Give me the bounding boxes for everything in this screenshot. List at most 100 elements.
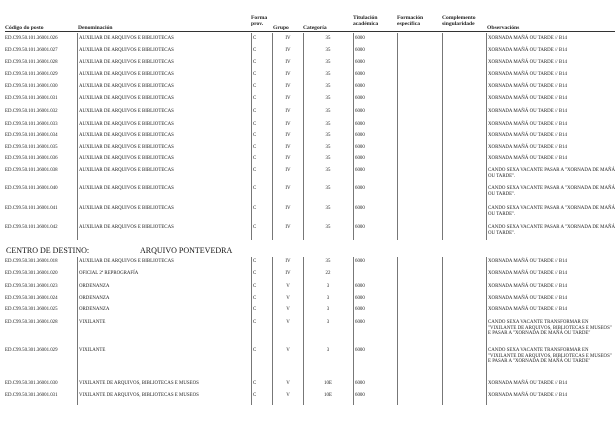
- cell-forma: C: [253, 96, 257, 101]
- cell-titulacion: 6000: [355, 72, 365, 77]
- cell-denomination: AUXILIAR DE ARQUIVOS E BIBLIOTECAS: [79, 156, 174, 161]
- cell-grupo: IV: [285, 84, 291, 89]
- cell-forma: C: [253, 381, 257, 386]
- cell-code: ED.C99.50.101.36001.040: [5, 186, 58, 191]
- cell-observacions: XORNADA MAÑÁ OU TARDE // B14: [488, 84, 567, 89]
- cell-categoria: 10E: [324, 393, 332, 398]
- cell-denomination: AUXILIAR DE ARQUIVOS E BIBLIOTECAS: [79, 206, 174, 211]
- column-divider: [272, 257, 273, 405]
- cell-forma: C: [253, 36, 257, 41]
- cell-titulacion: 6000: [355, 36, 365, 41]
- cell-forma: C: [253, 122, 257, 127]
- cell-categoria: 35: [325, 72, 331, 77]
- header-formacion-line1: Formación: [397, 15, 424, 21]
- cell-observacions: CANDO SEXA VACANTE PASAR A "XORNADA DE M…: [488, 225, 615, 236]
- cell-denomination: VIXILANTE DE ARQUIVOS, BIBLIOTECAS E MUS…: [79, 381, 199, 386]
- cell-denomination: AUXILIAR DE ARQUIVOS E BIBLIOTECAS: [79, 48, 174, 53]
- cell-observacions: XORNADA MAÑÁ OU TARDE // B14: [488, 393, 567, 398]
- header-titulacion-line2: académica: [353, 21, 379, 28]
- cell-observacions: XORNADA MAÑÁ OU TARDE // B14: [488, 60, 567, 65]
- cell-categoria: 35: [325, 122, 331, 127]
- cell-grupo: IV: [285, 168, 291, 173]
- cell-grupo: V: [286, 284, 290, 289]
- cell-grupo: IV: [285, 271, 291, 276]
- cell-grupo: IV: [285, 156, 291, 161]
- cell-observacions: CANDO SEXA VACANTE TRANSFORMAR EN "VIXIL…: [488, 348, 612, 365]
- cell-observacions: XORNADA MAÑÁ OU TARDE // B14: [488, 284, 567, 289]
- cell-forma: C: [253, 84, 257, 89]
- column-divider: [442, 33, 443, 240]
- cell-grupo: V: [286, 381, 290, 386]
- cell-code: ED.C99.50.301.36001.031: [5, 393, 58, 398]
- cell-forma: C: [253, 225, 257, 230]
- cell-forma: C: [253, 271, 257, 276]
- cell-titulacion: 6000: [355, 109, 365, 114]
- cell-code: ED.C99.50.301.36001.020: [5, 271, 58, 276]
- cell-observacions: XORNADA MAÑÁ OU TARDE // B14: [488, 271, 567, 276]
- cell-denomination: OFICIAL 2ª REPROGRAFÍA: [79, 271, 139, 276]
- cell-code: ED.C99.50.101.36001.034: [5, 133, 58, 138]
- cell-denomination: AUXILIAR DE ARQUIVOS E BIBLIOTECAS: [79, 225, 174, 230]
- cell-titulacion: 6000: [355, 381, 365, 386]
- cell-denomination: AUXILIAR DE ARQUIVOS E BIBLIOTECAS: [79, 84, 174, 89]
- cell-forma: C: [253, 72, 257, 77]
- cell-denomination: AUXILIAR DE ARQUIVOS E BIBLIOTECAS: [79, 72, 174, 77]
- cell-categoria: 35: [325, 133, 331, 138]
- header-formacion: Formación específica: [397, 15, 423, 28]
- header-complemento: Complemento singularidade: [442, 15, 476, 28]
- header-forma: Forma prov.: [251, 15, 267, 28]
- cell-titulacion: 6000: [355, 225, 365, 230]
- cell-observacions: XORNADA MAÑÁ OU TARDE // B14: [488, 96, 567, 101]
- cell-observacions: XORNADA MAÑÁ OU TARDE // B14: [488, 48, 567, 53]
- cell-titulacion: 6000: [355, 393, 365, 398]
- cell-grupo: IV: [285, 96, 291, 101]
- header-rule: [5, 31, 615, 32]
- cell-categoria: 3: [326, 320, 330, 325]
- cell-categoria: 35: [325, 84, 331, 89]
- cell-categoria: 35: [325, 96, 331, 101]
- cell-titulacion: 6000: [355, 206, 365, 211]
- cell-categoria: 35: [325, 109, 331, 114]
- cell-code: ED.C99.50.101.36001.033: [5, 122, 58, 127]
- cell-categoria: 35: [325, 60, 331, 65]
- cell-code: ED.C99.50.301.36001.024: [5, 296, 58, 301]
- cell-denomination: AUXILIAR DE ARQUIVOS E BIBLIOTECAS: [79, 259, 174, 264]
- column-divider: [272, 33, 273, 240]
- cell-categoria: 22: [325, 271, 331, 276]
- cell-titulacion: 6000: [355, 48, 365, 53]
- cell-observacions: XORNADA MAÑÁ OU TARDE // B14: [488, 122, 567, 127]
- cell-forma: C: [253, 284, 257, 289]
- header-forma-line1: Forma: [251, 15, 268, 21]
- cell-titulacion: 6000: [355, 133, 365, 138]
- cell-categoria: 3: [326, 348, 330, 353]
- cell-forma: C: [253, 296, 257, 301]
- cell-grupo: IV: [285, 186, 291, 191]
- cell-grupo: IV: [285, 259, 291, 264]
- cell-observacions: XORNADA MAÑÁ OU TARDE // B14: [488, 133, 567, 138]
- column-divider: [397, 33, 398, 240]
- cell-denomination: ORDENANZA: [79, 307, 110, 312]
- cell-titulacion: 6000: [355, 145, 365, 150]
- cell-forma: C: [253, 259, 257, 264]
- column-divider: [303, 33, 304, 240]
- header-titulacion: Titulación académica: [353, 15, 378, 28]
- cell-categoria: 35: [325, 259, 331, 264]
- cell-observacions: XORNADA MAÑÁ OU TARDE // B14: [488, 259, 567, 264]
- cell-forma: C: [253, 348, 257, 353]
- cell-observacions: XORNADA MAÑÁ OU TARDE // B14: [488, 145, 567, 150]
- cell-denomination: ORDENANZA: [79, 296, 110, 301]
- header-complemento-line2: singularidade: [442, 21, 475, 28]
- cell-denomination: AUXILIAR DE ARQUIVOS E BIBLIOTECAS: [79, 36, 174, 41]
- cell-forma: C: [253, 307, 257, 312]
- cell-titulacion: 6000: [355, 320, 365, 325]
- cell-code: ED.C99.50.101.36001.036: [5, 156, 58, 161]
- header-formacion-line2: específica: [397, 21, 420, 28]
- cell-observacions: XORNADA MAÑÁ OU TARDE // B14: [488, 36, 567, 41]
- column-divider: [303, 257, 304, 405]
- cell-titulacion: 6000: [355, 259, 365, 264]
- column-divider: [77, 33, 78, 240]
- header-titulacion-line1: Titulación: [353, 15, 378, 21]
- column-divider: [251, 33, 252, 240]
- cell-denomination: AUXILIAR DE ARQUIVOS E BIBLIOTECAS: [79, 60, 174, 65]
- cell-forma: C: [253, 48, 257, 53]
